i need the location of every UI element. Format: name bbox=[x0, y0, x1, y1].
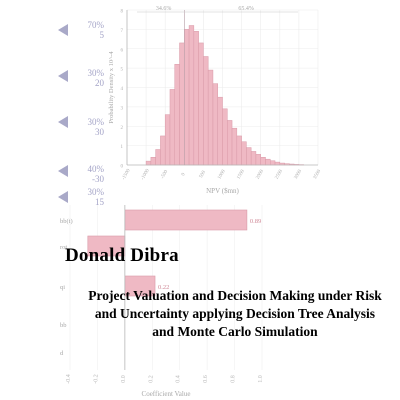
category-label: rot bbox=[60, 244, 67, 251]
category-label: bb bbox=[60, 322, 67, 329]
x-tick-label: 2000 bbox=[256, 169, 266, 181]
author-name: Donald Dibra bbox=[65, 245, 179, 266]
x-tick-label: -1000 bbox=[141, 168, 151, 181]
y-tick-label: 4 bbox=[121, 87, 124, 92]
y-tick-label: 7 bbox=[121, 29, 124, 34]
x-tick-label: 0 bbox=[181, 172, 187, 177]
x-tick-label: 500 bbox=[199, 170, 207, 179]
marker-label: 30% 20 bbox=[87, 68, 105, 88]
y-tick-label: 1 bbox=[121, 145, 124, 150]
category-label: d bbox=[60, 350, 64, 357]
y-tick-label: 3 bbox=[121, 106, 124, 111]
data-label: 0.89 bbox=[250, 218, 261, 225]
x-axis-label: NPV ($mn) bbox=[206, 187, 239, 195]
x-tick-label: 0.4 bbox=[176, 375, 182, 383]
x-tick-label: 1.0 bbox=[258, 375, 264, 383]
marker-arrow-icon bbox=[58, 165, 68, 177]
x-axis-label: Coefficient Value bbox=[142, 390, 191, 398]
y-tick-label: 8 bbox=[121, 10, 124, 15]
data-label: 0.22 bbox=[158, 284, 169, 291]
marker-label: 70% 5 bbox=[87, 20, 105, 40]
x-tick-label: 2500 bbox=[275, 169, 285, 181]
marker-label: 30% 30 bbox=[87, 117, 105, 137]
marker-arrow-icon bbox=[58, 24, 68, 36]
marker-label: 30% 15 bbox=[87, 187, 105, 207]
x-tick-label: -0.2 bbox=[93, 374, 99, 384]
npv-histogram: 0 1 2 3 4 5 6 7 8 -1500 -1000 -500 0 500 1000 1500 2000 2… bbox=[108, 6, 323, 195]
marker-arrow-icon bbox=[58, 191, 68, 203]
x-tick-label: 3500 bbox=[313, 169, 323, 181]
x-tick-label: 0.8 bbox=[231, 375, 237, 383]
y-tick-label: 6 bbox=[121, 48, 124, 53]
x-tick-label: -1500 bbox=[121, 168, 131, 181]
y-tick-label: 0 bbox=[121, 165, 124, 170]
x-tick-label: 0.2 bbox=[148, 375, 154, 383]
x-tick-label: -0.4 bbox=[66, 374, 72, 384]
marker-arrow-icon bbox=[58, 70, 68, 82]
book-title: Project Valuation and Decision Making un… bbox=[88, 288, 382, 339]
x-tick-label: 0.0 bbox=[121, 375, 127, 383]
split-label-right: 65.4% bbox=[238, 6, 254, 12]
marker-arrow-icon bbox=[58, 116, 68, 128]
x-tick-label: 0.6 bbox=[203, 375, 209, 383]
x-tick-label: -500 bbox=[160, 169, 169, 180]
x-tick-label: 1000 bbox=[217, 169, 227, 181]
y-axis-label: Probability Density x 10^-4 bbox=[108, 51, 115, 124]
split-label-left: 34.6% bbox=[156, 6, 172, 12]
marker-label: 40% -30 bbox=[87, 164, 105, 184]
y-tick-label: 2 bbox=[121, 126, 124, 131]
x-tick-label: 3000 bbox=[294, 169, 304, 181]
category-label: bb(t) bbox=[60, 218, 73, 225]
coefficient-bar bbox=[124, 209, 248, 231]
y-tick-label: 5 bbox=[121, 68, 124, 73]
x-tick-label: 1500 bbox=[237, 169, 247, 181]
category-label: qi bbox=[60, 284, 65, 291]
